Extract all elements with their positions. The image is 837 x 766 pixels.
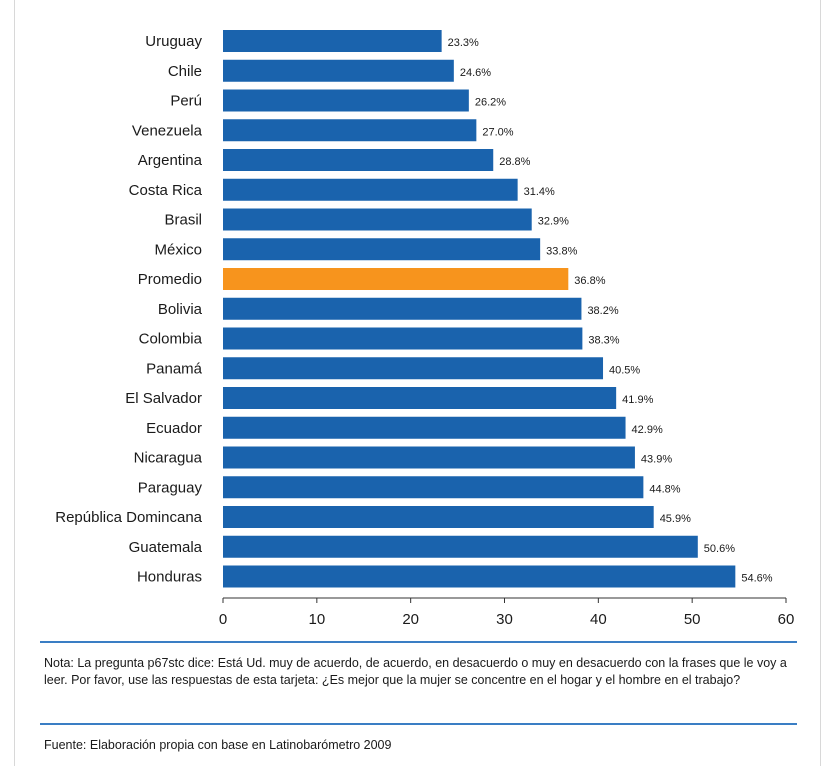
value-label: 44.8% [649,483,680,495]
bar [223,476,644,499]
category-label: Brasil [164,212,202,229]
value-label: 43.9% [641,454,672,466]
value-label: 40.5% [609,364,640,376]
bar [223,446,635,469]
value-label: 26.2% [475,97,506,109]
bar [223,506,654,528]
value-label: 24.6% [460,67,491,79]
value-label: 38.2% [587,305,618,317]
category-label: Nicaragua [134,450,203,467]
x-tick-label: 0 [219,611,227,628]
value-label: 27.0% [482,126,513,138]
value-label: 33.8% [546,245,577,257]
bar [223,30,442,52]
bar [223,238,541,261]
value-label: 45.9% [660,513,691,525]
bar [223,387,617,409]
value-label: 23.3% [448,37,479,49]
category-label: México [154,241,202,258]
category-label: Bolivia [158,301,203,318]
category-label: República Domincana [55,509,202,526]
value-label: 41.9% [622,394,653,406]
bar [223,119,477,142]
bar-chart: Uruguay 23.3% Chile 24.6% Perú 26.2% Venezuela… [55,30,795,628]
value-label: 36.8% [574,275,605,287]
value-label: 32.9% [538,216,569,228]
bar [223,327,583,350]
bar [223,565,736,588]
category-label: Guatemala [129,539,203,556]
bar [223,208,532,231]
category-label: El Salvador [125,390,202,407]
x-tick-label: 50 [684,611,701,628]
category-label: Colombia [139,331,203,348]
bar [223,297,582,320]
bar [223,535,698,558]
bar [223,59,454,82]
x-tick-label: 60 [778,611,795,628]
value-label: 50.6% [704,543,735,555]
x-tick-label: 20 [402,611,419,628]
value-label: 28.8% [499,156,530,168]
category-label: Paraguay [138,479,203,496]
category-label: Ecuador [146,420,202,437]
bar [223,149,494,171]
top-divider [40,641,797,643]
category-label: Panamá [146,360,203,377]
bar [223,268,569,290]
category-label: Uruguay [145,33,202,50]
category-label: Costa Rica [129,182,203,199]
value-label: 54.6% [741,573,772,585]
chart-source: Fuente: Elaboración propia con base en L… [44,738,392,752]
chart-note: Nota: La pregunta p67stc dice: Está Ud. … [44,656,787,687]
x-tick-label: 40 [590,611,607,628]
category-label: Venezuela [132,122,203,139]
category-label: Honduras [137,569,202,586]
bar [223,357,604,380]
value-label: 42.9% [632,424,663,436]
value-label: 31.4% [524,186,555,198]
x-tick-label: 30 [496,611,513,628]
x-tick-label: 10 [308,611,325,628]
category-label: Promedio [138,271,202,288]
bar [223,89,469,112]
value-label: 38.3% [588,335,619,347]
bar [223,416,626,439]
category-label: Argentina [138,152,203,169]
category-label: Chile [168,63,202,80]
middle-divider [40,723,797,725]
category-label: Perú [170,93,202,110]
bar [223,178,518,201]
